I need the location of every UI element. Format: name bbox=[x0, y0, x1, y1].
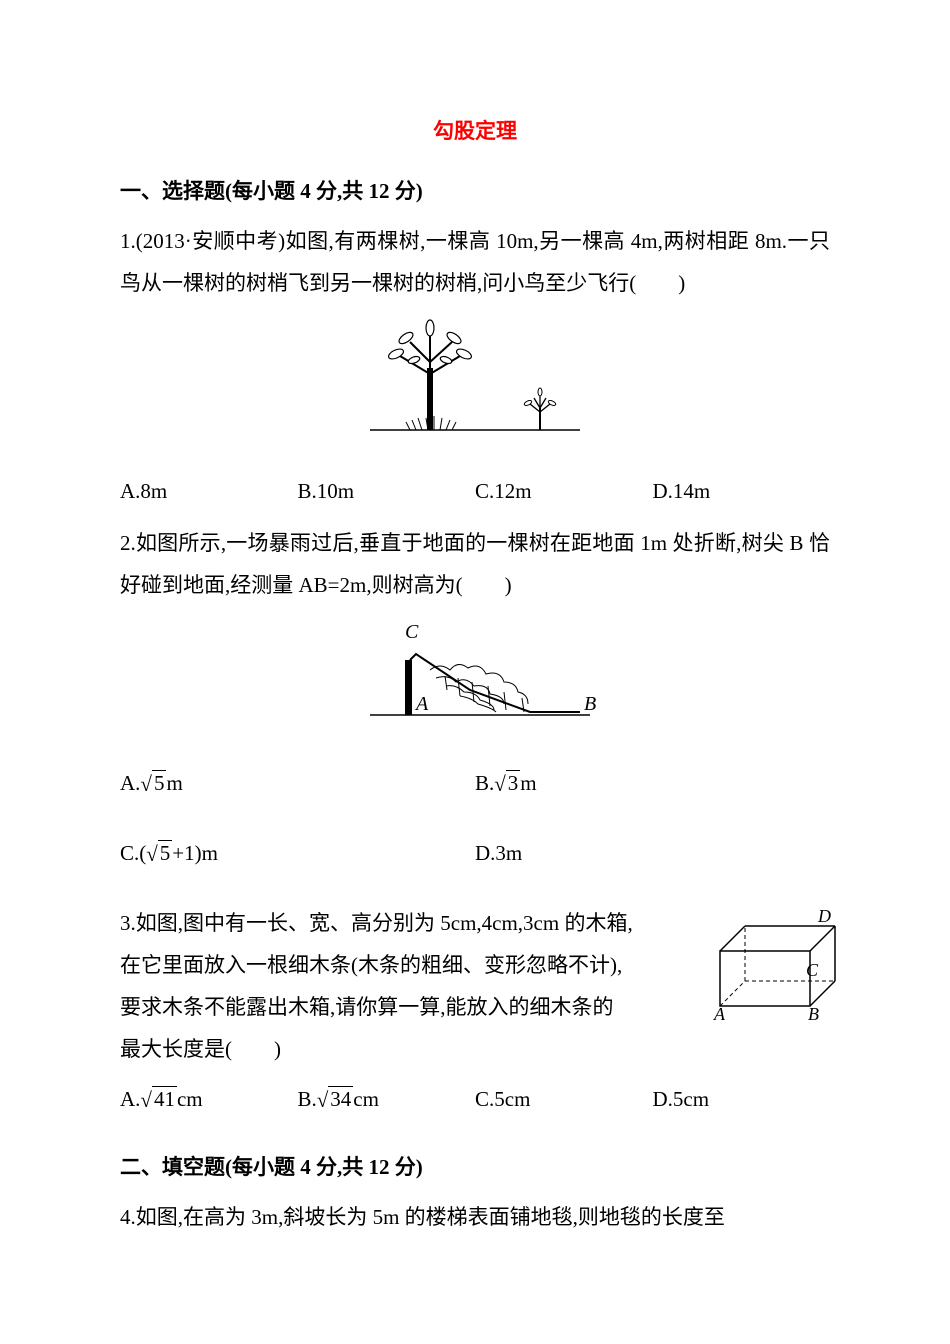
box-3d-icon: A B C D bbox=[710, 906, 840, 1026]
q3-label-d: D bbox=[817, 906, 831, 926]
q3-choice-a: A.41cm bbox=[120, 1078, 298, 1120]
q1-choice-a: A.8m bbox=[120, 470, 298, 512]
q3-label-b: B bbox=[808, 1004, 819, 1024]
q2-label-a: A bbox=[414, 693, 429, 715]
q2-choice-b: B.3m bbox=[475, 762, 830, 804]
q2-choice-c: C.(5+1)m bbox=[120, 832, 475, 874]
q3-figure: A B C D bbox=[710, 906, 840, 1040]
q1-choice-c: C.12m bbox=[475, 470, 653, 512]
q3-choice-b: B.34cm bbox=[298, 1078, 476, 1120]
q2-choice-d: D.3m bbox=[475, 832, 830, 874]
broken-tree-icon: C A B bbox=[350, 620, 600, 730]
q1-choices: A.8m B.10m C.12m D.14m bbox=[120, 470, 830, 512]
q1-text: 1.(2013·安顺中考)如图,有两棵树,一棵高 10m,另一棵高 4m,两树相… bbox=[120, 220, 830, 304]
q4-text: 4.如图,在高为 3m,斜坡长为 5m 的楼梯表面铺地毯,则地毯的长度至 bbox=[120, 1196, 830, 1238]
q3-label-c: C bbox=[806, 960, 819, 980]
q2-choice-a: A.5m bbox=[120, 762, 475, 804]
q2-label-c: C bbox=[405, 621, 419, 643]
q1-figure bbox=[120, 318, 830, 452]
q1-choice-b: B.10m bbox=[298, 470, 476, 512]
q3-choice-c: C.5cm bbox=[475, 1078, 653, 1120]
q2-label-b: B bbox=[584, 693, 596, 715]
q2-text: 2.如图所示,一场暴雨过后,垂直于地面的一棵树在距地面 1m 处折断,树尖 B … bbox=[120, 522, 830, 606]
section1-header: 一、选择题(每小题 4 分,共 12 分) bbox=[120, 170, 830, 212]
q3-block: A B C D 3.如图,图中有一长、宽、高分别为 5cm,4cm,3cm 的木… bbox=[120, 902, 830, 1070]
q1-choice-d: D.14m bbox=[653, 470, 831, 512]
two-trees-icon bbox=[360, 318, 590, 438]
q3-label-a: A bbox=[713, 1004, 726, 1024]
q3-choices: A.41cm B.34cm C.5cm D.5cm bbox=[120, 1078, 830, 1120]
q3-choice-d: D.5cm bbox=[653, 1078, 831, 1120]
q2-figure: C A B bbox=[120, 620, 830, 744]
page-title: 勾股定理 bbox=[120, 110, 830, 152]
q2-choices: A.5m B.3m C.(5+1)m D.3m bbox=[120, 762, 830, 874]
section2-header: 二、填空题(每小题 4 分,共 12 分) bbox=[120, 1146, 830, 1188]
